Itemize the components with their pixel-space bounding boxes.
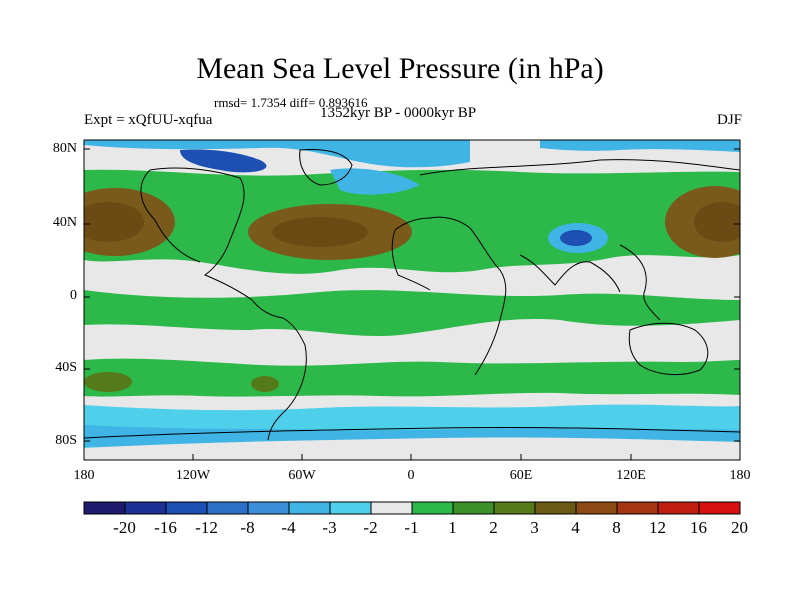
low-arctic-north-america [84, 140, 470, 168]
colorbar-swatch [575, 501, 618, 515]
colorbar-tick-label: 20 [731, 518, 748, 537]
colorbar-tick-label: -4 [281, 518, 296, 537]
colorbar-swatch [452, 501, 495, 515]
colorbar-swatch [411, 501, 454, 515]
colorbar-tick-label: 4 [571, 518, 580, 537]
colorbar-swatch [616, 501, 659, 515]
high-north-pacific-east-core [694, 202, 740, 242]
lon-label-180e: 180 [729, 468, 751, 483]
green-band-south [84, 358, 740, 397]
colorbar-swatch [288, 501, 331, 515]
green-band-tropics [84, 290, 740, 337]
high-north-atlantic-core [272, 217, 368, 247]
experiment-label: Expt = xQfUU-xqfua [84, 112, 213, 128]
colorbar-tick-label: -2 [363, 518, 378, 537]
stats-line: rmsd= 1.7354 diff= 0.893616 [214, 95, 368, 110]
lon-label-180w: 180 [73, 468, 95, 483]
colorbar-swatch [534, 501, 577, 515]
colorbar-swatch [124, 501, 167, 515]
map-title: Mean Sea Level Pressure (in hPa) [196, 52, 604, 85]
colorbar-tick-label: 8 [612, 518, 621, 537]
low-arctic-greenland [180, 149, 267, 173]
low-north-atlantic [330, 168, 420, 195]
lat-label-40n: 40N [52, 215, 77, 230]
lat-label-80s: 80S [55, 433, 77, 448]
lon-label-0: 0 [407, 468, 415, 483]
low-tibet-core [560, 230, 592, 246]
low-arctic-east [540, 140, 740, 152]
colorbar-tick-label: 1 [448, 518, 457, 537]
high-south-pacific [84, 372, 132, 392]
coastlines [84, 149, 740, 441]
colorbar-tick-label: 16 [690, 518, 707, 537]
lon-label-120w: 120W [175, 468, 211, 483]
lon-label-60e: 60E [509, 468, 533, 483]
colorbar-swatch [698, 501, 741, 515]
colorbar-tick-label: -16 [154, 518, 177, 537]
period-label: 1352kyr BP - 0000kyr BP [320, 105, 477, 121]
lat-label-80n: 80N [52, 141, 77, 156]
colorbar-tick-label: -3 [322, 518, 337, 537]
colorbar-tick-label: 12 [649, 518, 666, 537]
colorbar-swatch [206, 501, 249, 515]
colorbar-tick-label: -8 [240, 518, 255, 537]
colorbar-swatch [493, 501, 536, 515]
colorbar [83, 501, 741, 515]
season-label: DJF [716, 112, 742, 128]
colorbar-swatch [247, 501, 290, 515]
colorbar-tick-label: 2 [489, 518, 498, 537]
lat-label-40s: 40S [55, 360, 77, 375]
colorbar-swatch [370, 501, 413, 515]
map-frame [83, 139, 741, 461]
high-north-pacific-west-core [84, 202, 144, 242]
colorbar-swatch [329, 501, 372, 515]
colorbar-tick-label: 3 [530, 518, 539, 537]
antarctica-land-neutral [84, 437, 740, 460]
colorbar-swatch [165, 501, 208, 515]
high-south-atlantic [251, 376, 279, 392]
lon-label-120e: 120E [616, 468, 646, 483]
lat-ticks [84, 148, 740, 442]
lon-label-60w: 60W [288, 468, 316, 483]
colorbar-swatch [657, 501, 700, 515]
colorbar-tick-label: -12 [195, 518, 218, 537]
lat-label-0: 0 [70, 288, 77, 303]
lon-ticks [83, 454, 741, 460]
colorbar-tick-label: -20 [113, 518, 136, 537]
colorbar-tick-label: -1 [404, 518, 419, 537]
colorbar-swatch [83, 501, 126, 515]
